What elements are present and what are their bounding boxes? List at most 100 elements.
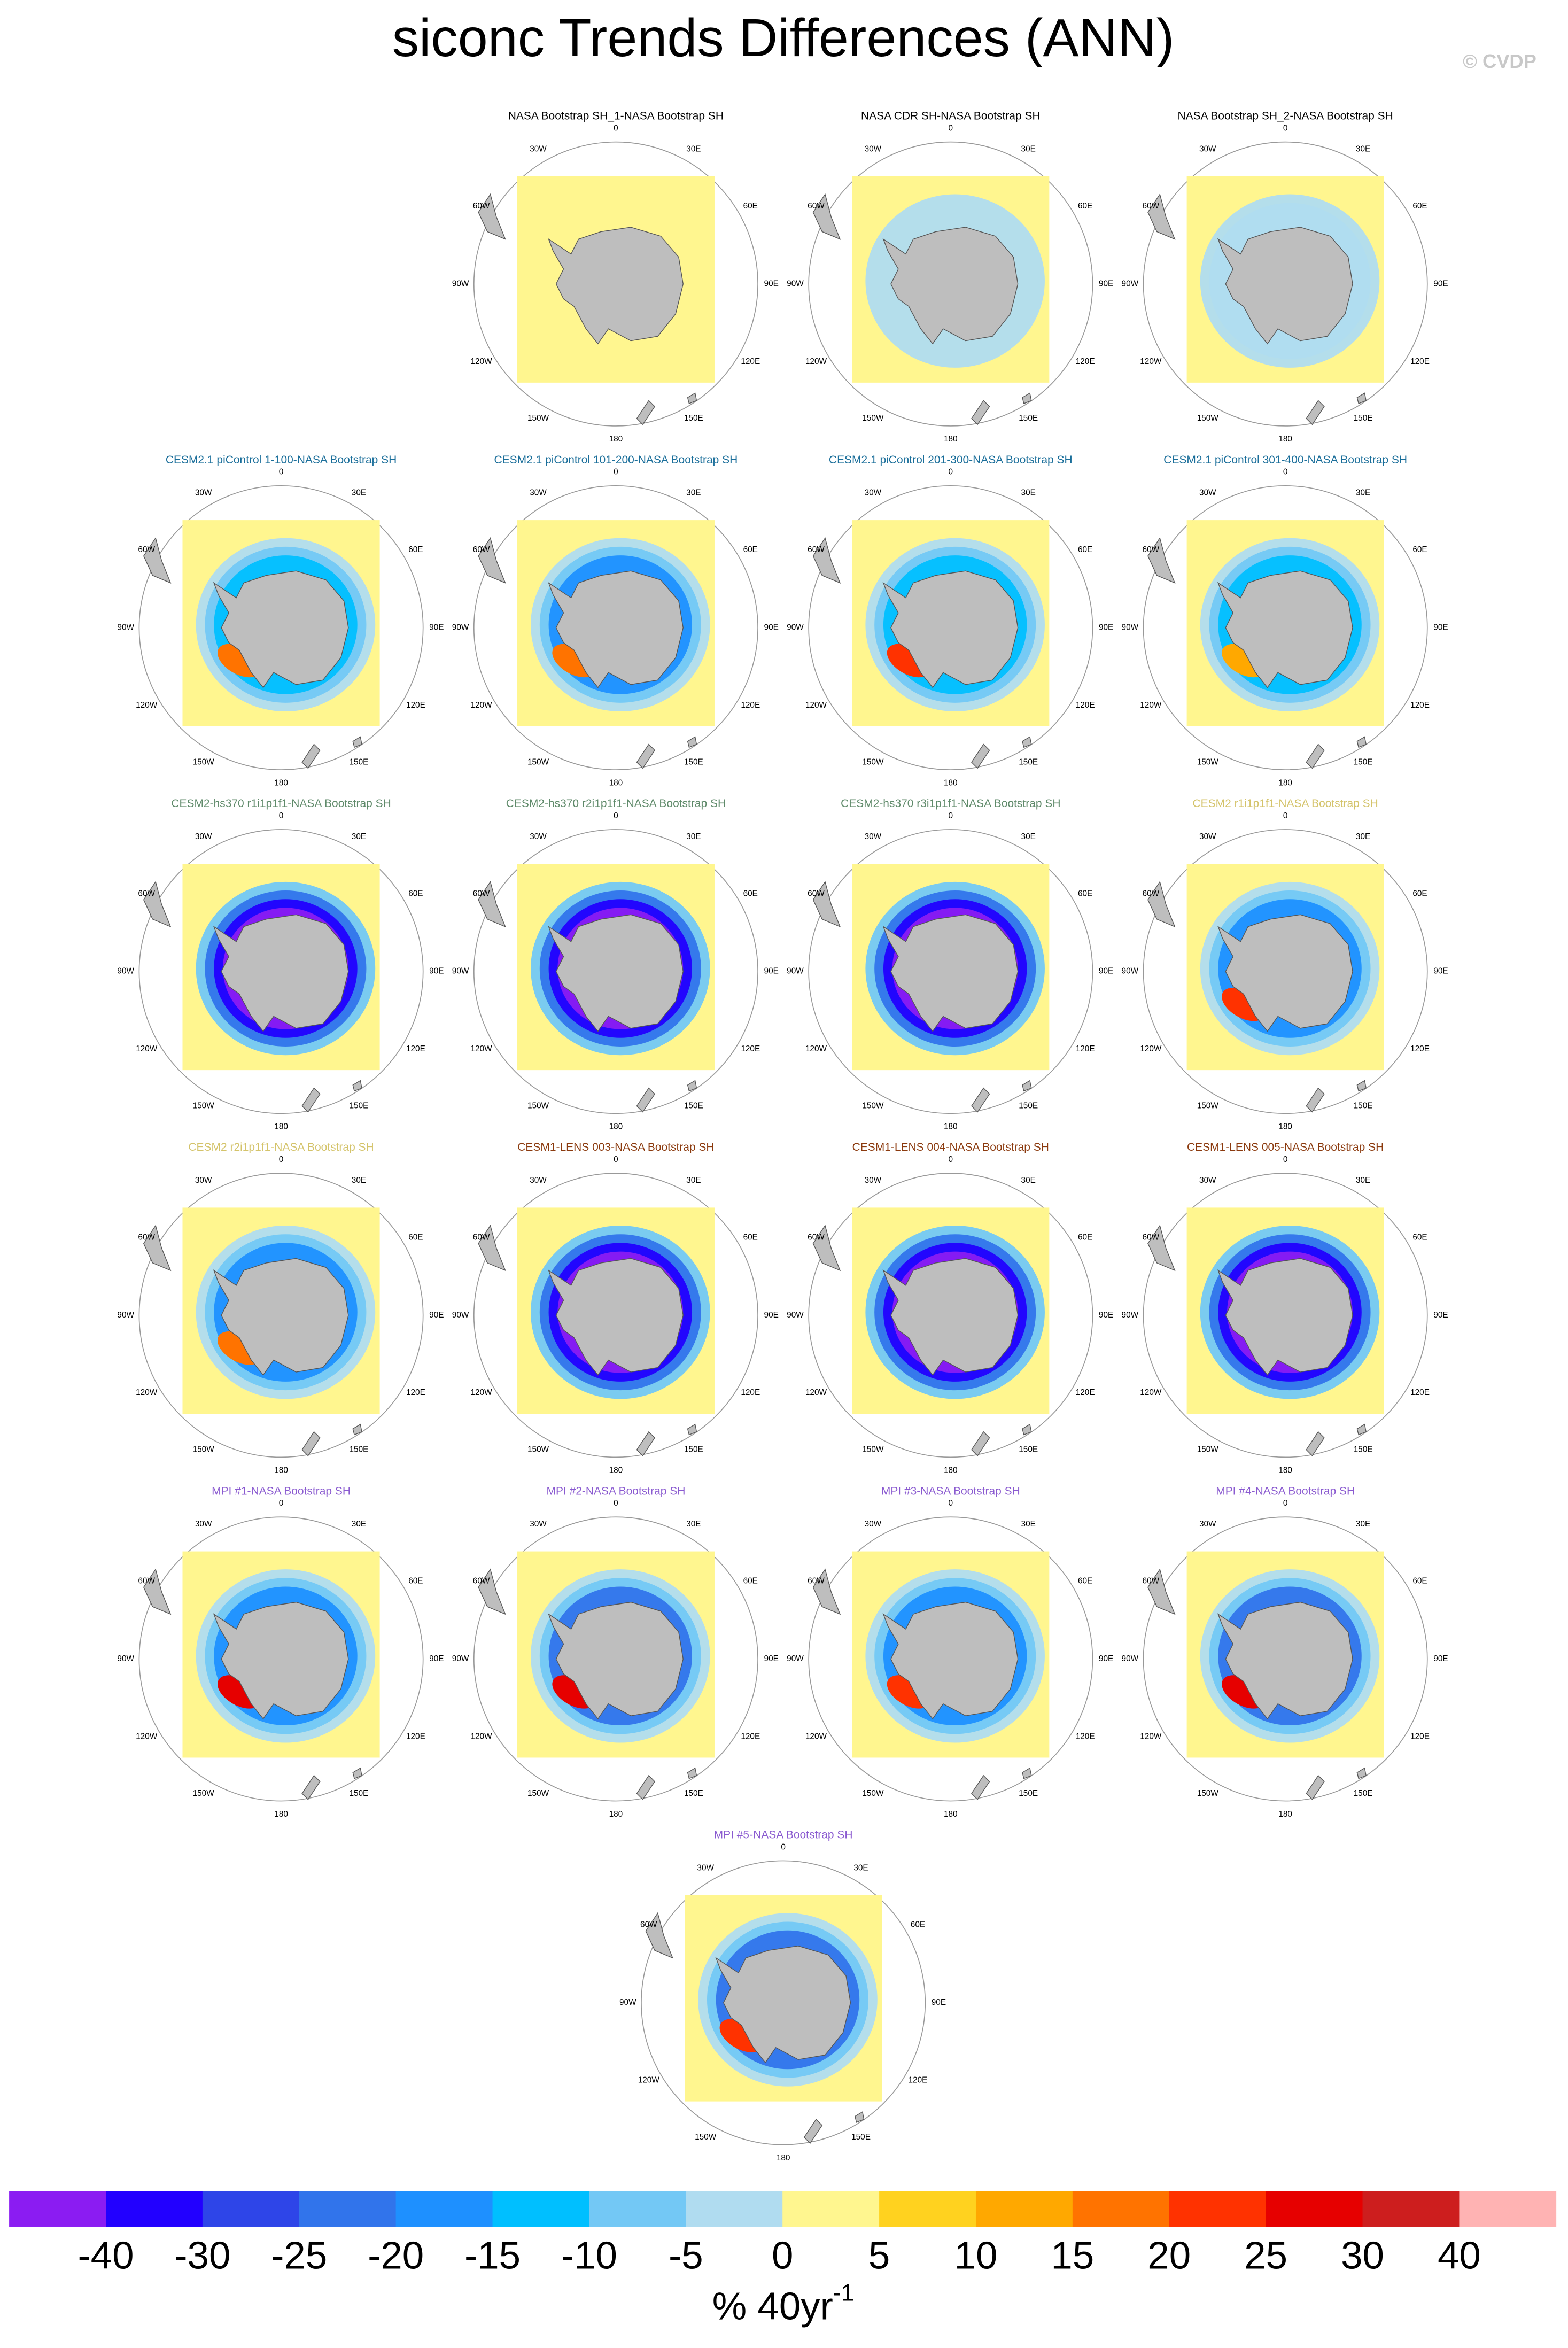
panel-title: CESM2-hs370 r1i1p1f1-NASA Bootstrap SH — [171, 797, 391, 810]
south-america — [645, 1912, 673, 1959]
colorbar-tick-label: 30 — [1341, 2234, 1384, 2277]
longitude-label: 60E — [1412, 1233, 1427, 1242]
map-panel: NASA Bootstrap SH_1-NASA Bootstrap SH 0 30… — [452, 110, 779, 444]
panel-title: CESM1-LENS 004-NASA Bootstrap SH — [852, 1141, 1049, 1153]
longitude-label: 30E — [1021, 1176, 1036, 1185]
colorbar-box — [202, 2191, 300, 2227]
longitude-label: 90E — [932, 1998, 946, 2007]
panel-title: NASA CDR SH-NASA Bootstrap SH — [861, 110, 1041, 122]
panel-title: MPI #3-NASA Bootstrap SH — [881, 1485, 1020, 1497]
colorbar-box — [879, 2191, 976, 2227]
colorbar-box — [9, 2191, 106, 2227]
longitude-label: 90W — [787, 623, 804, 632]
longitude-label: 150W — [1197, 757, 1219, 766]
colorbar-tick-label: 15 — [1051, 2234, 1094, 2277]
antarctica — [213, 1258, 349, 1376]
longitude-label: 30W — [530, 145, 547, 154]
colorbar-tick-label: -10 — [561, 2234, 617, 2277]
map-panel: CESM1-LENS 005-NASA Bootstrap SH 0 30E 60E 9… — [1122, 1141, 1448, 1475]
longitude-label: 150W — [527, 757, 549, 766]
map-border — [1143, 485, 1428, 770]
longitude-label: 180 — [274, 778, 288, 787]
longitude-label: 30W — [865, 145, 882, 154]
longitude-label: 120E — [1076, 1732, 1095, 1741]
map-panel: CESM2-hs370 r1i1p1f1-NASA Bootstrap SH0 3… — [117, 797, 444, 1132]
longitude-label: 90W — [117, 623, 134, 632]
longitude-label: 90E — [1099, 1654, 1113, 1663]
longitude-label: 150E — [350, 1789, 369, 1798]
longitude-label: 30E — [1021, 1520, 1036, 1529]
longitude-label: 60E — [408, 1233, 423, 1242]
south-america — [1147, 537, 1176, 584]
map-border — [473, 485, 758, 770]
longitude-label: 30W — [195, 489, 212, 498]
longitude-label: 150E — [1354, 1102, 1373, 1111]
longitude-label: 90W — [117, 1654, 134, 1663]
new-zealand — [1306, 1431, 1325, 1456]
longitude-label: 90E — [764, 1311, 779, 1320]
longitude-label: 150E — [851, 2133, 871, 2142]
map-border — [473, 1173, 758, 1458]
longitude-label: 90W — [452, 1654, 469, 1663]
longitude-label: 90E — [1099, 967, 1113, 976]
antarctica — [715, 1946, 851, 2064]
longitude-label: 120E — [741, 1044, 760, 1053]
colorbar-box — [492, 2191, 590, 2227]
longitude-label: 60E — [1078, 1577, 1092, 1586]
south-america — [478, 537, 506, 584]
longitude-label: 150W — [1197, 1789, 1219, 1798]
longitude-label: 90E — [1433, 279, 1448, 288]
longitude-label: 90E — [1433, 1654, 1448, 1663]
tasmania — [687, 392, 697, 404]
new-zealand — [1306, 743, 1325, 769]
tasmania — [687, 1080, 697, 1092]
longitude-label: 30E — [686, 832, 701, 841]
tasmania — [687, 1767, 697, 1779]
colorbar-label-text: % 40yr — [712, 2284, 833, 2328]
longitude-label: 150E — [1019, 757, 1038, 766]
longitude-label: 60W — [138, 1577, 155, 1586]
panel-title: NASA Bootstrap SH_2-NASA Bootstrap SH — [1178, 110, 1393, 122]
panel-title: CESM2.1 piControl 301-400-NASA Bootstrap… — [1163, 454, 1407, 466]
map-border — [138, 485, 424, 770]
longitude-label: 60W — [1143, 1233, 1160, 1242]
longitude-label: 120E — [406, 1044, 425, 1053]
longitude-label: 180 — [1278, 778, 1292, 787]
south-america — [478, 1568, 506, 1615]
map-border — [808, 1516, 1093, 1802]
longitude-label: 60W — [138, 545, 155, 554]
longitude-label: 150E — [1354, 757, 1373, 766]
antarctica — [548, 1258, 684, 1376]
panel-title: CESM2 r1i1p1f1-NASA Bootstrap SH — [1193, 797, 1378, 810]
colorbar-box — [395, 2191, 493, 2227]
map-panel: MPI #2-NASA Bootstrap SH 0 30E 60E 90E 120E 15… — [452, 1485, 779, 1819]
south-america — [1147, 881, 1176, 927]
new-zealand — [301, 1431, 321, 1456]
longitude-label: 150E — [350, 1102, 369, 1111]
longitude-label: 150E — [684, 1789, 703, 1798]
map-border — [808, 1173, 1093, 1458]
longitude-label: 120E — [1076, 357, 1095, 366]
longitude-label: 0 — [1283, 124, 1288, 133]
longitude-label: 90W — [1122, 623, 1139, 632]
longitude-label: 120W — [805, 1044, 827, 1053]
longitude-label: 60E — [1078, 202, 1092, 211]
panel-title: CESM1-LENS 003-NASA Bootstrap SH — [517, 1141, 714, 1153]
longitude-label: 60W — [1143, 889, 1160, 898]
longitude-label: 90E — [1433, 623, 1448, 632]
longitude-label: 30W — [195, 832, 212, 841]
panel-title: NASA Bootstrap SH_1-NASA Bootstrap SH — [508, 110, 724, 122]
antarctica — [882, 570, 1019, 688]
longitude-label: 60W — [473, 545, 490, 554]
longitude-label: 30E — [352, 489, 366, 498]
map-panel: CESM2.1 piControl 301-400-NASA Bootstrap… — [1122, 454, 1448, 788]
panel-title: CESM2-hs370 r2i1p1f1-NASA Bootstrap SH — [506, 797, 726, 810]
figure-title: siconc Trends Differences (ANN) — [392, 8, 1175, 68]
longitude-label: 30E — [1356, 832, 1370, 841]
longitude-label: 120W — [470, 1388, 492, 1397]
longitude-label: 120E — [406, 1732, 425, 1741]
tasmania — [352, 1080, 362, 1092]
longitude-label: 150E — [1019, 1445, 1038, 1454]
longitude-label: 30E — [1021, 832, 1036, 841]
